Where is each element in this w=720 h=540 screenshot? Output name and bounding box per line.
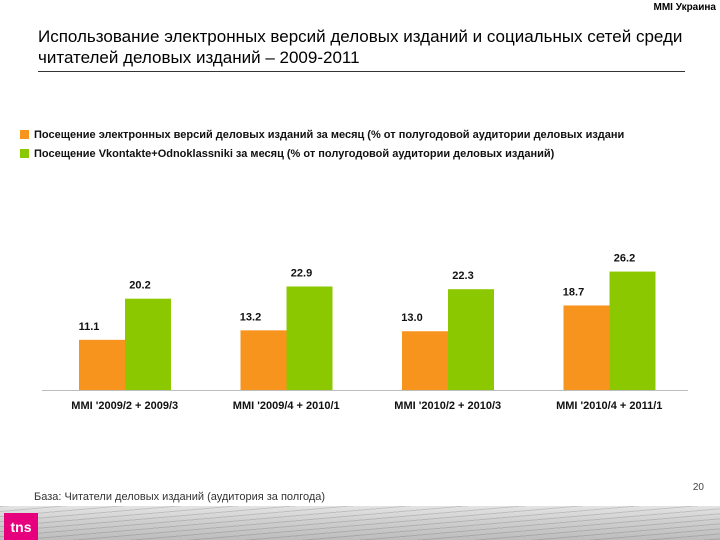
bar-series-1-cat-1 bbox=[79, 339, 125, 390]
legend-swatch-orange bbox=[20, 130, 29, 139]
x-tick-label-2: MMI '2009/4 + 2010/1 bbox=[233, 400, 340, 412]
bar-series-1-cat-3 bbox=[402, 331, 448, 390]
legend-label-series-1: Посещение электронных версий деловых изд… bbox=[34, 128, 625, 141]
brand-tag: MMI Украина bbox=[653, 2, 716, 13]
value-label-series-1-cat-3: 13.0 bbox=[401, 312, 422, 324]
value-label-series-1-cat-2: 13.2 bbox=[240, 311, 261, 323]
bar-series-2-cat-2 bbox=[286, 286, 333, 390]
value-label-series-2-cat-2: 22.9 bbox=[291, 267, 312, 279]
page-number: 20 bbox=[692, 482, 704, 493]
base-note: База: Читатели деловых изданий (аудитори… bbox=[34, 491, 326, 503]
value-label-series-1-cat-4: 18.7 bbox=[563, 286, 584, 298]
x-tick-label-3: MMI '2010/2 + 2010/3 bbox=[394, 400, 501, 412]
newspaper-background-strip bbox=[0, 506, 720, 540]
slide-title: Использование электронных версий деловых… bbox=[38, 27, 683, 67]
value-label-series-2-cat-1: 20.2 bbox=[129, 280, 150, 292]
legend-label-series-2: Посещение Vkontakte+Odnoklassniki за мес… bbox=[34, 147, 555, 160]
bar-series-1-cat-4 bbox=[563, 305, 610, 390]
value-label-series-1-cat-1: 11.1 bbox=[79, 321, 100, 333]
value-label-series-2-cat-4: 26.2 bbox=[614, 253, 635, 265]
legend-swatch-green bbox=[20, 149, 29, 158]
bar-series-2-cat-4 bbox=[609, 271, 656, 390]
legend-item-series-1: Посещение электронных версий деловых изд… bbox=[20, 125, 710, 144]
bar-series-2-cat-1 bbox=[125, 298, 171, 390]
x-tick-label-1: MMI '2009/2 + 2009/3 bbox=[71, 400, 178, 412]
title-divider bbox=[38, 71, 685, 72]
legend-item-series-2: Посещение Vkontakte+Odnoklassniki за мес… bbox=[20, 144, 710, 163]
x-tick-label-4: MMI '2010/4 + 2011/1 bbox=[556, 400, 662, 412]
chart-legend: Посещение электронных версий деловых изд… bbox=[20, 125, 710, 163]
tns-logo: tns bbox=[4, 513, 38, 540]
value-label-series-2-cat-3: 22.3 bbox=[452, 270, 473, 282]
bar-series-2-cat-3 bbox=[448, 289, 494, 390]
bar-series-1-cat-2 bbox=[240, 330, 287, 390]
